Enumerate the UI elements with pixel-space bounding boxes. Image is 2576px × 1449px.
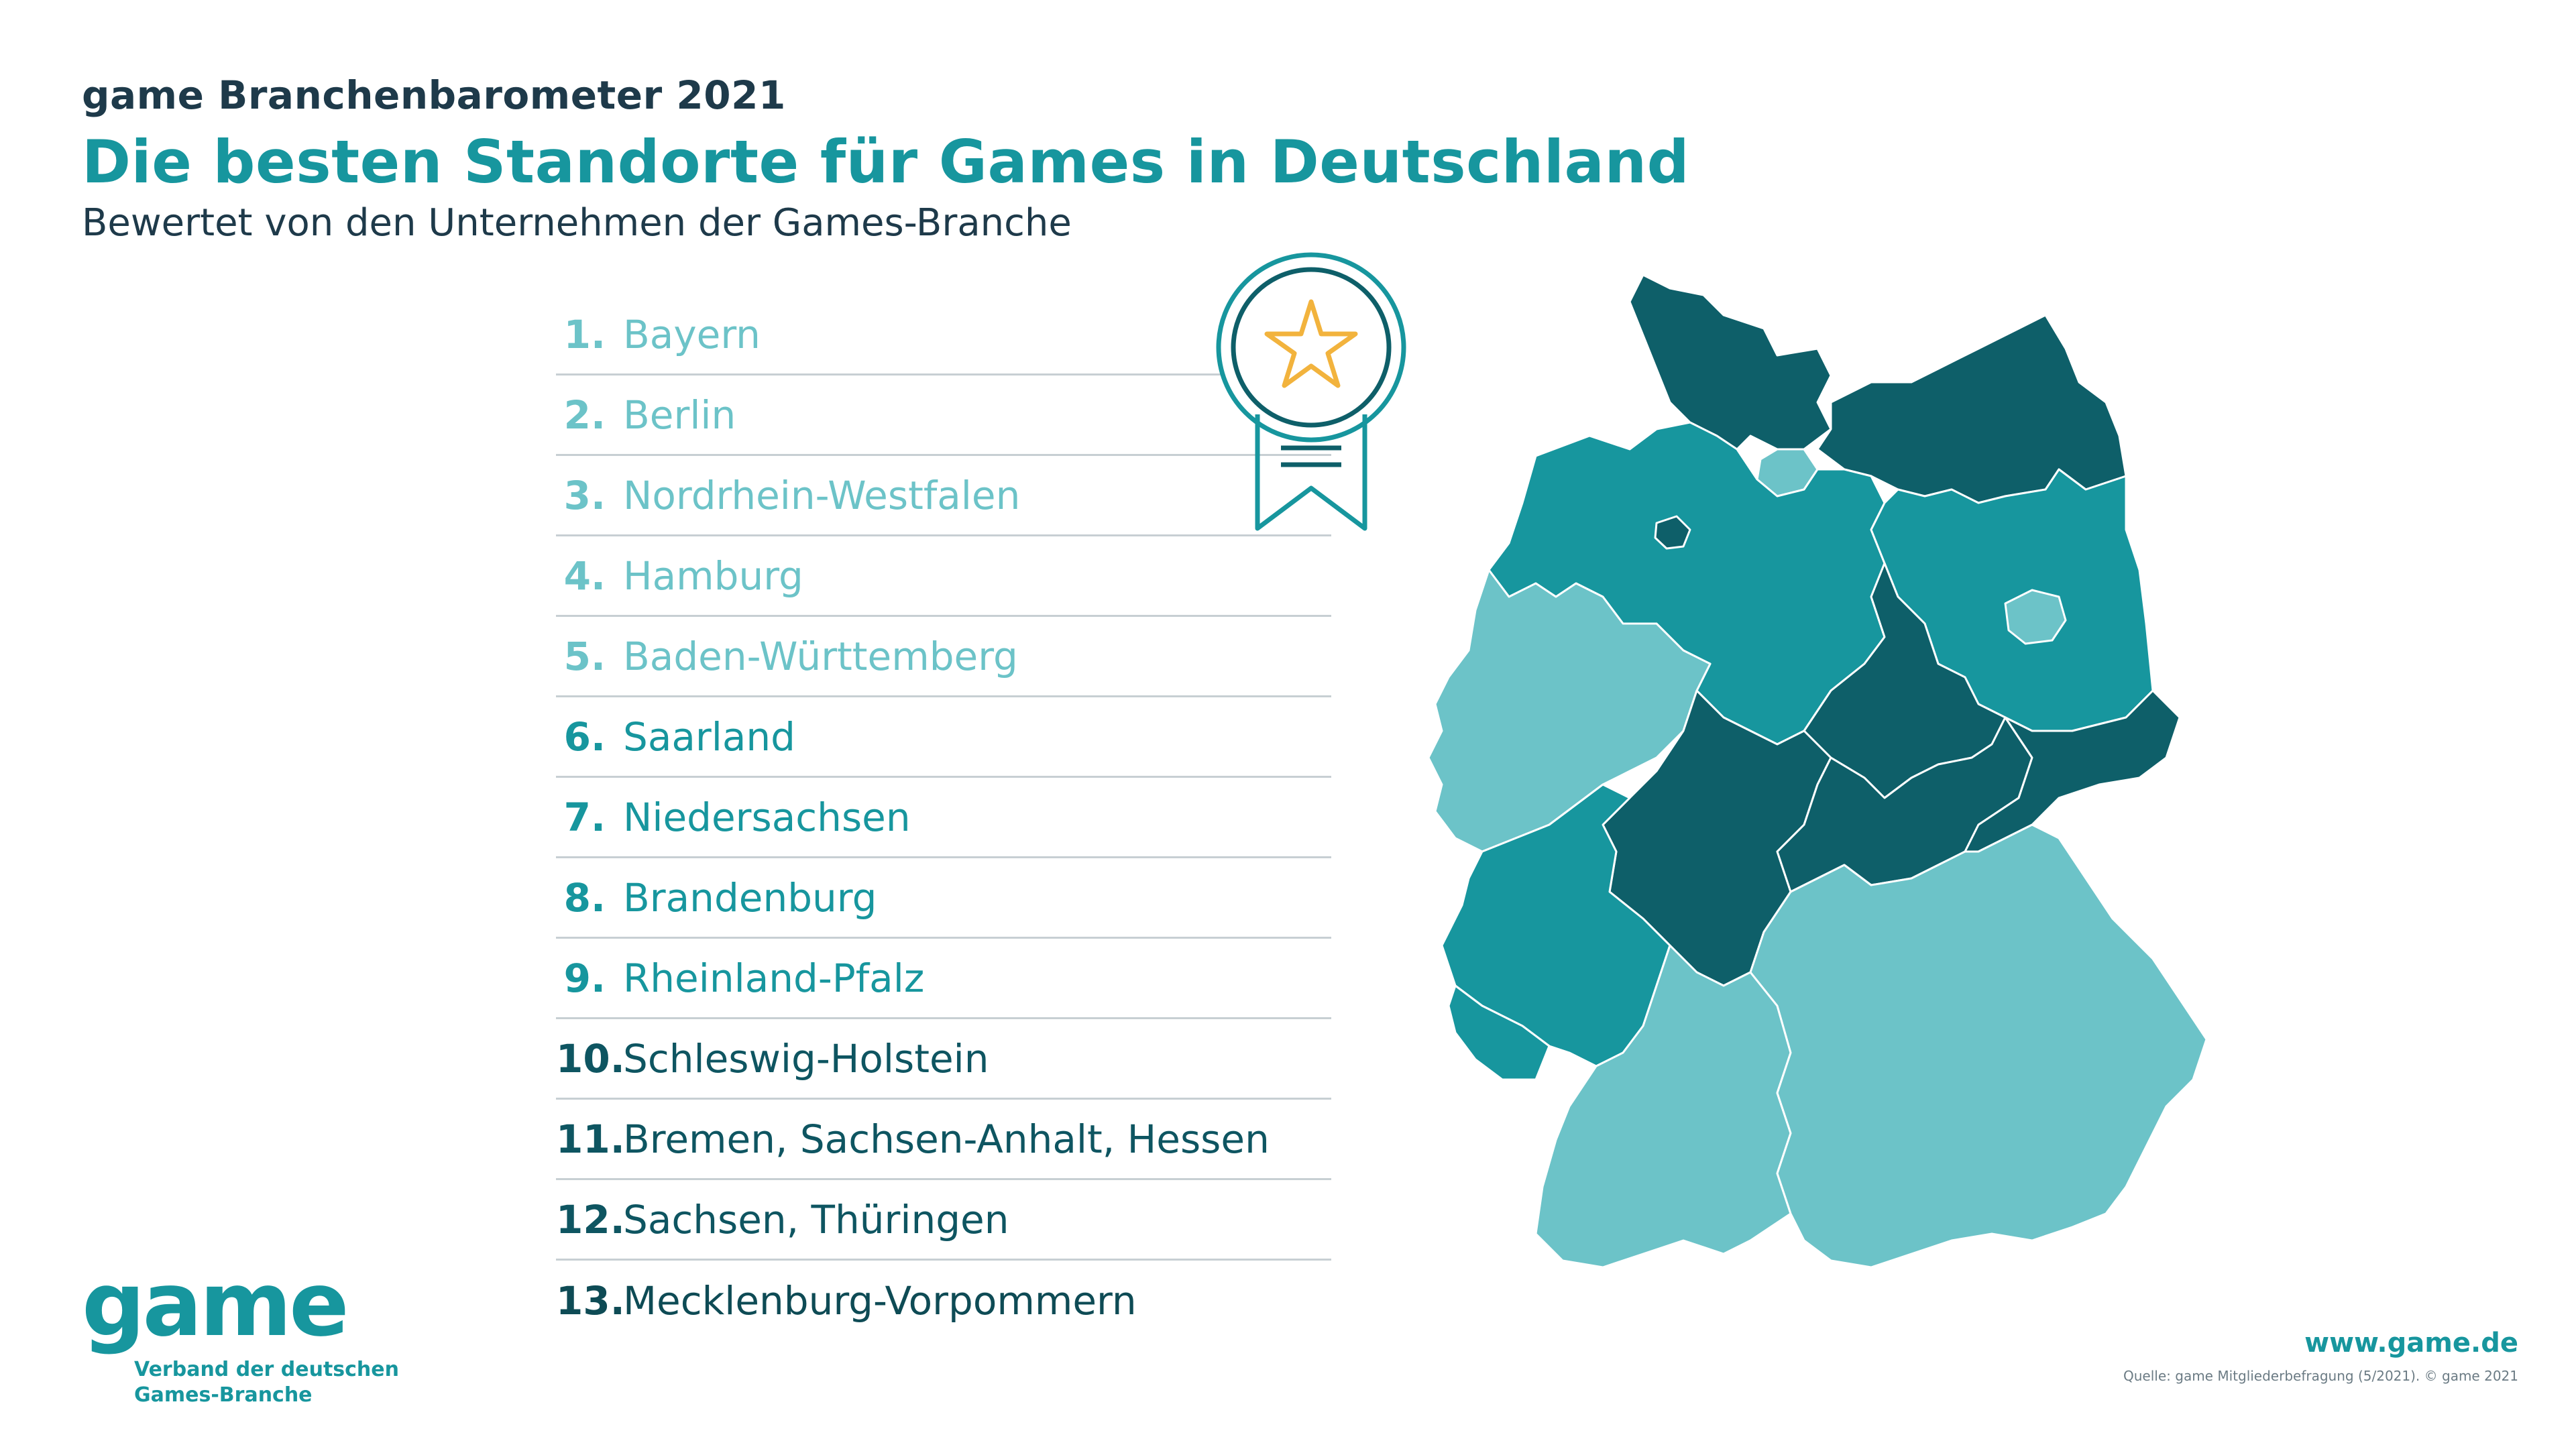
source-note: Quelle: game Mitgliederbefragung (5/2021… bbox=[2123, 1368, 2518, 1384]
rank-name: Bayern bbox=[623, 311, 761, 357]
rank-number: 8. bbox=[563, 874, 606, 921]
rank-name: Hamburg bbox=[623, 553, 803, 599]
rank-name: Nordrhein-Westfalen bbox=[623, 472, 1021, 518]
rank-number: 13. bbox=[556, 1278, 625, 1324]
rank-number: 5. bbox=[563, 633, 606, 679]
map-region-berlin bbox=[2004, 589, 2067, 645]
ranking-item: 8. Brandenburg bbox=[556, 858, 1331, 939]
rank-name: Baden-Württemberg bbox=[623, 633, 1018, 679]
rank-name: Saarland bbox=[623, 713, 795, 760]
ranking-item: 12. Sachsen, Thüringen bbox=[556, 1180, 1331, 1261]
ranking-item: 4. Hamburg bbox=[556, 536, 1331, 617]
rank-number: 6. bbox=[563, 713, 606, 760]
page-subtitle: Bewertet von den Unternehmen der Games-B… bbox=[82, 201, 1072, 245]
ranking-item: 11. Bremen, Sachsen-Anhalt, Hessen bbox=[556, 1100, 1331, 1180]
rank-name: Rheinland-Pfalz bbox=[623, 955, 925, 1001]
rank-number: 4. bbox=[563, 553, 606, 599]
rank-number: 11. bbox=[556, 1116, 625, 1162]
map-region-bremen bbox=[1654, 515, 1691, 550]
rank-number: 2. bbox=[563, 392, 606, 438]
rank-number: 12. bbox=[556, 1196, 625, 1242]
rank-number: 3. bbox=[563, 472, 606, 518]
map-region-saarland bbox=[1447, 984, 1551, 1081]
rank-name: Schleswig-Holstein bbox=[623, 1035, 989, 1082]
ranking-item: 7. Niedersachsen bbox=[556, 778, 1331, 858]
ranking-item: 9. Rheinland-Pfalz bbox=[556, 939, 1331, 1019]
ranking-item: 6. Saarland bbox=[556, 697, 1331, 778]
rank-name: Brandenburg bbox=[623, 874, 877, 921]
map-region-sachsen bbox=[1964, 689, 2181, 853]
website-link[interactable]: www.game.de bbox=[2304, 1328, 2518, 1358]
rank-number: 9. bbox=[563, 955, 606, 1001]
kicker: game Branchenbarometer 2021 bbox=[82, 72, 786, 118]
star-icon bbox=[1264, 299, 1358, 388]
rank-name: Bremen, Sachsen-Anhalt, Hessen bbox=[623, 1116, 1270, 1162]
page-title: Die besten Standorte für Games in Deutsc… bbox=[82, 127, 1690, 196]
rank-number: 10. bbox=[556, 1035, 625, 1082]
rank-number: 7. bbox=[563, 794, 606, 840]
ranking-item: 2. Berlin bbox=[556, 375, 1331, 456]
ranking-item: 5. Baden-Württemberg bbox=[556, 617, 1331, 697]
rank-name: Sachsen, Thüringen bbox=[623, 1196, 1009, 1242]
logo-wordmark: game bbox=[82, 1253, 349, 1356]
germany-map bbox=[1427, 274, 2208, 1269]
rank-name: Berlin bbox=[623, 392, 736, 438]
map-region-bayern bbox=[1749, 823, 2208, 1269]
rank-number: 1. bbox=[563, 311, 606, 357]
ranking-list: 1. Bayern 2. Berlin 3. Nordrhein-Westfalen … bbox=[556, 295, 1331, 1341]
ranking-item: 10. Schleswig-Holstein bbox=[556, 1019, 1331, 1100]
ranking-item: 1. Bayern bbox=[556, 295, 1331, 375]
ranking-item: 13. Mecklenburg-Vorpommern bbox=[556, 1261, 1331, 1341]
rank-name: Niedersachsen bbox=[623, 794, 911, 840]
ranking-item: 3. Nordrhein-Westfalen bbox=[556, 456, 1331, 536]
map-region-schleswig-holstein bbox=[1628, 274, 1832, 451]
game-logo: game Verband der deutschen Games-Branche bbox=[82, 1261, 399, 1408]
rank-name: Mecklenburg-Vorpommern bbox=[623, 1278, 1137, 1324]
award-ribbon-star-icon bbox=[1216, 252, 1406, 531]
logo-tagline: Verband der deutschen Games-Branche bbox=[134, 1358, 399, 1407]
